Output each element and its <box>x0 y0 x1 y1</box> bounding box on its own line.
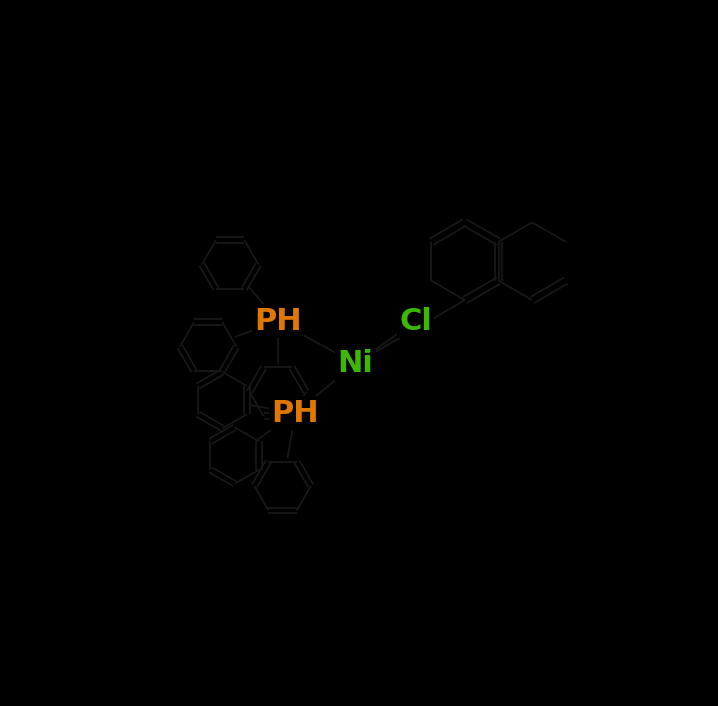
Text: PH: PH <box>254 306 302 336</box>
Text: Cl: Cl <box>399 306 432 336</box>
Text: Ni: Ni <box>337 349 373 378</box>
Text: PH: PH <box>271 398 320 428</box>
